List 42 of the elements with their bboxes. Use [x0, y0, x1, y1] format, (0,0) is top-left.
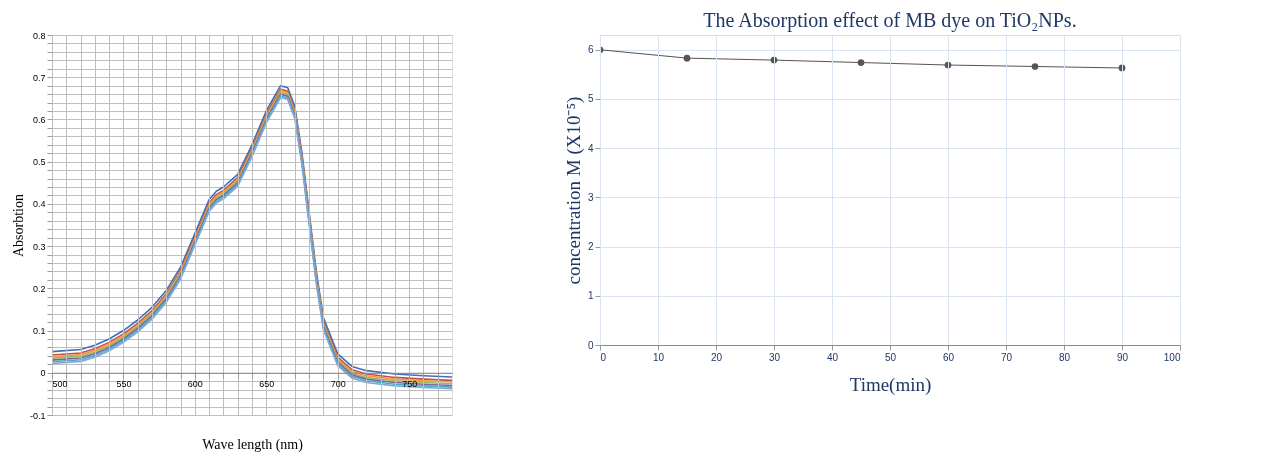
point [1031, 63, 1039, 70]
y-tick-label: 6 [587, 44, 594, 56]
y-axis-title: concentration M (X10⁻⁵) [562, 96, 585, 285]
y-tick-label: 0.8 [32, 30, 46, 41]
x-tick-label: 0 [600, 351, 607, 363]
x-tick-label: 700 [330, 379, 346, 390]
x-tick-label: 50 [884, 351, 897, 363]
x-tick-label: 750 [402, 379, 418, 390]
y-tick-label: 0.1 [32, 326, 46, 337]
y-tick-label: 4 [587, 142, 594, 154]
y-tick-label: 5 [587, 93, 594, 105]
x-axis-title: Wave length (nm) [202, 436, 304, 453]
point [857, 59, 865, 66]
x-tick-label: 80 [1058, 351, 1071, 363]
chart-title: The Absorption effect of MB dye on TiO₂NPs. [703, 9, 1077, 32]
y-tick-label: 0.7 [32, 72, 46, 83]
x-tick-label: 550 [116, 379, 132, 390]
x-axis-title: Time(min) [849, 373, 932, 396]
y-tick-label: -0.1 [29, 410, 46, 421]
y-tick-label: 0.3 [32, 241, 46, 252]
x-tick-label: 60 [942, 351, 955, 363]
y-tick-label: 0.4 [32, 199, 46, 210]
x-tick-label: 20 [710, 351, 723, 363]
x-tick-label: 30 [768, 351, 781, 363]
y-tick-label: 0 [587, 339, 594, 351]
y-tick-label: 2 [587, 241, 594, 253]
x-tick-label: 100 [1163, 351, 1181, 363]
x-tick-label: 500 [52, 379, 68, 390]
point [683, 54, 691, 62]
x-tick-label: 600 [187, 379, 203, 390]
x-tick-label: 90 [1116, 351, 1129, 363]
y-axis-title: Absorbtion [10, 194, 26, 257]
x-tick-label: 650 [259, 379, 275, 390]
y-tick-label: 0.6 [32, 114, 46, 125]
y-tick-label: 0 [40, 368, 46, 379]
x-tick-label: 40 [826, 351, 839, 363]
x-tick-label: 70 [1000, 351, 1013, 363]
y-tick-label: 0.2 [32, 283, 46, 294]
y-tick-label: 0.5 [32, 157, 46, 168]
y-tick-label: 1 [587, 290, 594, 302]
x-tick-label: 10 [652, 351, 665, 363]
y-tick-label: 3 [587, 191, 594, 203]
